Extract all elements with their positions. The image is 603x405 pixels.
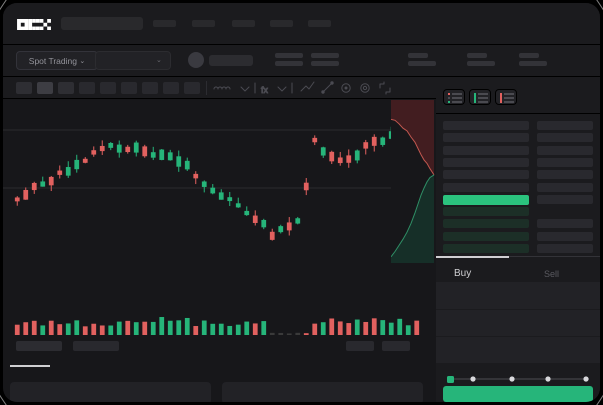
svg-text:fx: fx: [261, 85, 269, 95]
